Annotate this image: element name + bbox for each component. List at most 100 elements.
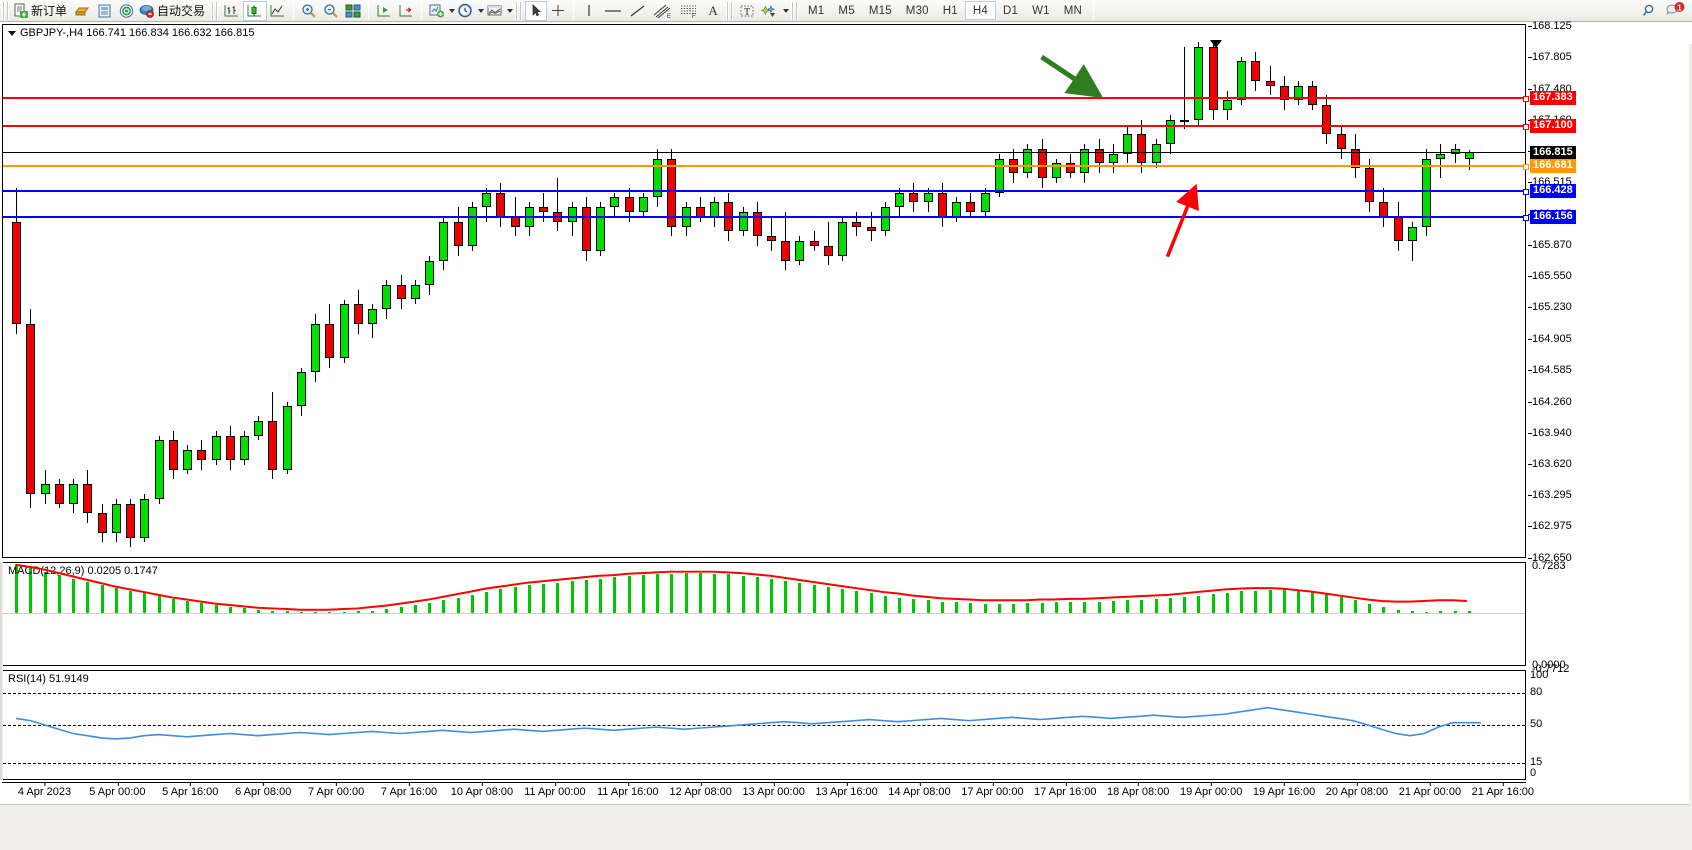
macd-histogram-bar (599, 578, 602, 613)
macd-pane[interactable]: MACD(12,26,9) 0.0205 0.1747 (2, 562, 1526, 666)
candle-body (425, 260, 434, 285)
macd-histogram-bar (884, 595, 887, 613)
timeframe-d1[interactable]: D1 (1003, 4, 1019, 17)
alerts-icon-button[interactable] (115, 1, 137, 21)
candle-body (12, 221, 21, 324)
time-label: 5 Apr 16:00 (162, 782, 219, 798)
zoom-in-button[interactable] (298, 1, 320, 21)
level-handle[interactable] (1523, 96, 1529, 103)
level-tag-166-428[interactable]: 166.428 (1530, 183, 1576, 198)
auto-scroll-icon (399, 4, 413, 16)
indicators-button[interactable] (484, 1, 506, 21)
pane-splitter-grip[interactable] (0, 562, 3, 780)
shapes-dropdown-caret[interactable] (783, 8, 790, 13)
toolbar-grip-5[interactable] (791, 1, 799, 20)
macd-histogram-bar (1283, 590, 1286, 613)
candle-body (867, 226, 876, 232)
toolbar-grip-2[interactable] (211, 1, 219, 20)
candle-body (895, 192, 904, 208)
new-order-button[interactable]: 新订单 (12, 1, 71, 21)
time-label: 7 Apr 00:00 (307, 782, 365, 798)
fibonacci-button[interactable]: F (676, 1, 702, 21)
signal-radar-icon (119, 3, 133, 18)
text-label-button[interactable]: T (736, 1, 758, 21)
timeframe-h1[interactable]: H1 (942, 4, 958, 17)
toolbar-grip[interactable] (2, 1, 9, 20)
level-handle[interactable] (1523, 164, 1529, 171)
level-line-167-383[interactable] (3, 96, 1529, 103)
level-tag-166-815[interactable]: 166.815 (1530, 146, 1576, 161)
level-handle[interactable] (1523, 215, 1529, 222)
horizontal-line-button[interactable] (600, 1, 626, 21)
time-scale[interactable]: 4 Apr 2023 5 Apr 00:00 5 Apr 16:00 6 Apr 08… (2, 782, 1534, 802)
trendline-button[interactable] (626, 1, 650, 21)
level-handle[interactable] (1523, 123, 1529, 130)
time-label: 13 Apr 16:00 (815, 782, 878, 798)
equidistant-channel-button[interactable]: E (650, 1, 676, 21)
bar-chart-button[interactable] (221, 1, 243, 21)
candle-body (126, 503, 135, 538)
line-chart-icon (270, 4, 285, 16)
macd-histogram-bar (798, 583, 801, 613)
notification-button[interactable]: 1 (1662, 1, 1688, 21)
candle-body (26, 323, 35, 494)
price-tick: 164.585 (1528, 363, 1572, 376)
price-pane[interactable]: GBPJPY-,H4 166.741 166.834 166.632 166.8… (2, 24, 1529, 558)
news-icon-button[interactable] (93, 1, 115, 21)
crosshair-button[interactable] (547, 1, 569, 21)
autotrading-button[interactable]: 自动交易 (137, 1, 209, 21)
auto-scroll-button[interactable] (395, 1, 417, 21)
candle-body (981, 192, 990, 213)
level-line-166-428[interactable] (3, 188, 1529, 195)
level-tag-166-156[interactable]: 166.156 (1530, 210, 1576, 225)
price-tick: 164.905 (1528, 332, 1572, 345)
level-line-166-681[interactable] (3, 164, 1529, 171)
period-dropdown-caret[interactable] (478, 8, 485, 13)
toolbar-separator-5 (1093, 1, 1095, 20)
cursor-button[interactable] (525, 0, 548, 21)
level-tag-166-681[interactable]: 166.681 (1530, 159, 1576, 174)
level-line-166-815[interactable] (3, 152, 1525, 154)
toolbar-grip-4[interactable] (726, 1, 734, 20)
history-icon-button[interactable] (71, 1, 93, 21)
level-handle[interactable] (1523, 188, 1529, 195)
toolbar-grip-3[interactable] (515, 1, 523, 20)
shapes-button[interactable] (758, 1, 782, 21)
shift-end-button[interactable] (373, 1, 395, 21)
chart-canvas-area[interactable]: GBPJPY-,H4 166.741 166.834 166.632 166.8… (0, 20, 1692, 850)
timeframe-m5[interactable]: M5 (838, 4, 855, 17)
timeframe-m1[interactable]: M1 (808, 4, 825, 17)
text-button[interactable]: A (702, 1, 724, 21)
timeframe-m15[interactable]: M15 (868, 4, 892, 17)
candle-chart-button[interactable] (243, 0, 268, 21)
macd-histogram-bar (827, 587, 830, 613)
level-line-166-156[interactable] (3, 215, 1529, 222)
timeframe-m30[interactable]: M30 (905, 4, 929, 17)
level-tag-167-383[interactable]: 167.383 (1530, 91, 1576, 106)
timeframe-mn[interactable]: MN (1063, 4, 1083, 17)
vertical-scrollbar[interactable] (1689, 44, 1692, 850)
macd-histogram-bar (1354, 600, 1357, 613)
macd-histogram-bar (1083, 601, 1086, 613)
search-button[interactable] (1638, 1, 1662, 21)
level-tag-167-100[interactable]: 167.100 (1530, 118, 1576, 133)
timeframe-w1[interactable]: W1 (1032, 4, 1050, 17)
rsi-pane[interactable]: RSI(14) 51.9149 (2, 670, 1526, 780)
macd-histogram-bar (400, 607, 403, 613)
candle-body (795, 241, 804, 261)
level-line-167-1[interactable] (3, 123, 1529, 130)
vertical-line-button[interactable] (578, 1, 600, 21)
line-chart-button[interactable] (267, 1, 289, 21)
chart-dropdown-icon[interactable] (8, 30, 16, 36)
new-chart-dropdown-caret[interactable] (449, 8, 456, 13)
tile-windows-button[interactable] (342, 1, 364, 21)
price-scale[interactable]: 168.125167.805167.480167.160166.835166.5… (1526, 20, 1692, 780)
macd-histogram-bar (186, 600, 189, 613)
macd-histogram-bar (713, 573, 716, 613)
zoom-out-button[interactable] (320, 1, 342, 21)
timeframe-h4[interactable]: H4 (964, 1, 996, 20)
candle-body (1095, 148, 1104, 164)
new-chart-button[interactable] (426, 1, 448, 21)
indicators-dropdown-caret[interactable] (507, 8, 514, 13)
period-button[interactable] (455, 1, 477, 21)
